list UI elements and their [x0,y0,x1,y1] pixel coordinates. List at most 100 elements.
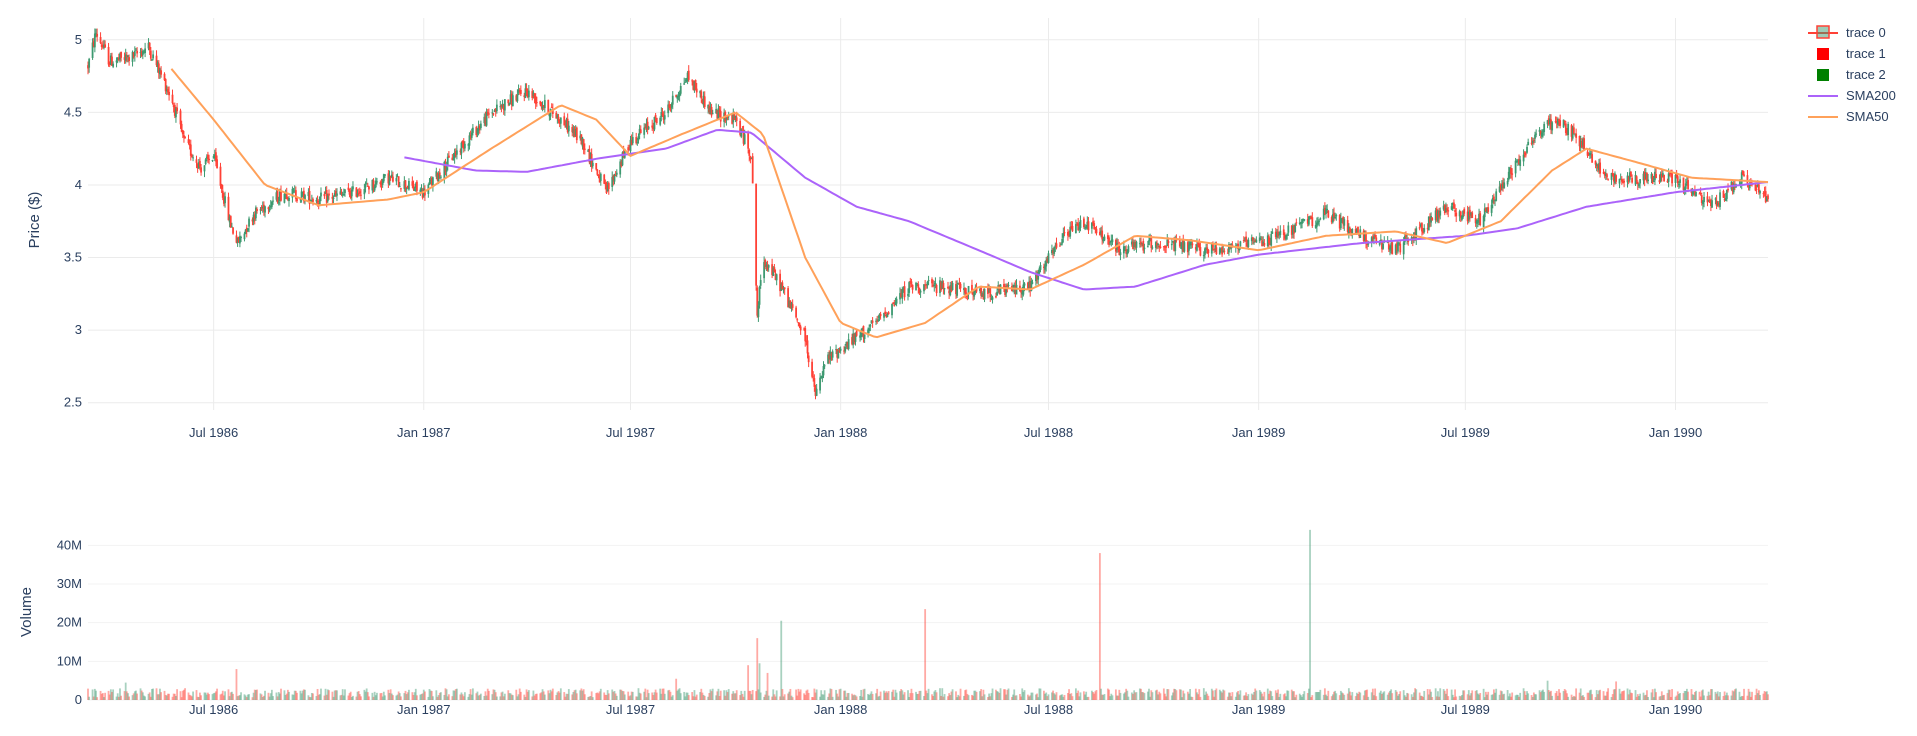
volume-bar [116,693,119,700]
candle-body [310,199,313,202]
volume-bar [486,688,489,700]
candle-body [899,293,901,300]
candle-body [614,174,617,176]
volume-bar [755,691,758,700]
candle-body [184,137,186,139]
candle-body [435,171,438,177]
volume-bar [563,692,566,700]
volume-bars [87,529,1769,700]
candle-body [947,286,949,289]
candle-body [1535,133,1538,135]
volume-bar [1325,694,1327,700]
candle-body [687,70,690,80]
volume-bar [1486,694,1488,700]
volume-bar [460,692,463,700]
candle-body [1186,242,1189,253]
candle-body [398,186,401,188]
candle-body [1031,282,1034,284]
candle-body [519,89,522,94]
volume-bar [1166,689,1169,700]
volume-bar [412,694,415,700]
volume-bar [862,689,865,700]
candle-body [951,282,954,290]
legend-label: SMA200 [1846,88,1896,103]
volume-bar [1189,689,1192,700]
candle-body [1350,230,1353,232]
candle-body [1390,243,1393,249]
candle-body [1298,222,1301,225]
candle-body [231,226,233,228]
volume-bar [1269,690,1271,700]
volume-bar [646,689,649,700]
volume-bar [1062,696,1065,700]
candle-body [503,99,506,111]
candle-body [1119,252,1122,256]
price-axis-title: Price ($) [26,192,43,249]
volume-bar [1223,690,1226,700]
candle-body [631,137,634,144]
volume-bar [604,694,607,700]
volume-bar [807,692,810,700]
volume-bar [923,696,925,700]
volume-bar [1493,689,1495,700]
volume-bar [1061,694,1064,700]
legend-item-sma200[interactable]: SMA200 [1808,88,1896,103]
legend-item-trace-2[interactable]: trace 2 [1817,67,1886,82]
candle-body [639,129,642,134]
candle-body [1391,242,1394,255]
volume-bar [1199,696,1202,700]
candle-body [432,177,434,188]
candle-body [1228,244,1230,253]
candle-body [1126,251,1129,255]
candle-body [1694,191,1696,195]
volume-bar [435,690,438,700]
candle-body [558,119,561,124]
volume-bar [1644,694,1647,700]
candle-body [229,216,232,228]
volume-bar [1108,689,1110,700]
candle-body [1458,211,1461,217]
candle-body [709,107,712,115]
legend-item-trace-0[interactable]: trace 0 [1808,25,1886,40]
volume-bar [323,695,326,700]
candle-body [764,260,767,267]
volume-bar [651,692,654,700]
volume-xtick-label: Jul 1989 [1441,702,1490,717]
volume-bar [381,696,384,700]
volume-bar [454,689,457,700]
volume-bar [1540,690,1543,700]
candle-body [996,291,998,296]
legend[interactable]: trace 0 trace 1 trace 2 SMA200 SMA50 [1808,25,1896,124]
legend-item-trace-1[interactable]: trace 1 [1817,46,1886,61]
legend-item-sma50[interactable]: SMA50 [1808,109,1889,124]
candle-body [196,164,199,169]
volume-bar [152,688,154,700]
candle-body [380,182,383,185]
volume-bar [430,691,433,700]
volume-bar [827,696,829,700]
candle-body [1389,247,1391,251]
candle-body [661,113,664,116]
volume-bar [718,696,721,700]
candle-body [1307,216,1310,225]
volume-bar [995,689,997,700]
candle-body [421,190,424,198]
volume-bar [459,694,462,700]
volume-bar [523,694,526,700]
volume-bar [622,691,625,700]
volume-bar [1202,688,1205,700]
volume-bar [1284,693,1286,700]
candle-body [1612,174,1615,182]
volume-bar [1615,681,1618,700]
candle-body [1260,238,1262,240]
volume-bar [139,688,142,700]
candle-body [1054,245,1057,247]
candle-body [1418,227,1421,229]
volume-bar [1242,695,1245,700]
volume-bar [1667,689,1670,700]
volume-bar [229,692,232,700]
candle-body [1045,260,1048,267]
candle-body [811,361,813,377]
volume-bar [1118,689,1121,700]
candle-body [1493,196,1495,200]
